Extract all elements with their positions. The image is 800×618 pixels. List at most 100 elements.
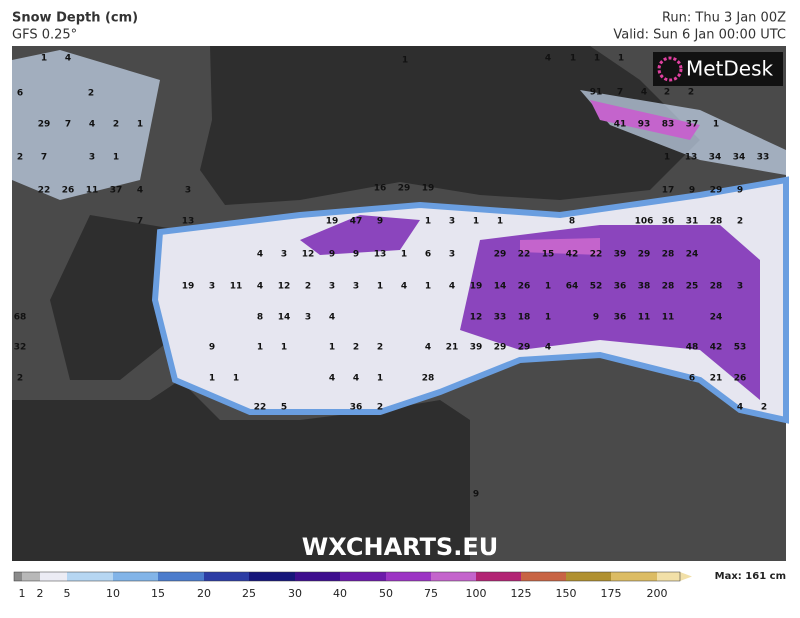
point-label: 4 xyxy=(641,88,647,98)
point-label: 68 xyxy=(14,313,27,323)
point-label: 24 xyxy=(686,250,699,260)
legend-tick-label: 40 xyxy=(333,587,347,600)
point-label: 11 xyxy=(638,313,651,323)
point-label: 1 xyxy=(402,56,408,66)
point-labels: 1 4 1 4 1 1 126 91 7 4 2 229 7 4 2 1 41 93 83 37 12 7 3 1 1 13 34 3… xyxy=(14,54,770,500)
point-label: 33 xyxy=(494,313,507,323)
point-label: 4 xyxy=(545,54,551,64)
point-label: 2 xyxy=(377,343,383,353)
point-label: 3 xyxy=(329,282,335,292)
point-label: 1 xyxy=(137,120,143,130)
point-label: 2 xyxy=(688,88,694,98)
legend-swatch xyxy=(431,572,476,581)
point-label: 6 xyxy=(425,250,431,260)
point-label: 2 xyxy=(664,88,670,98)
point-label: 29 xyxy=(518,343,531,353)
point-label: 8 xyxy=(257,313,263,323)
legend-tick-label: 200 xyxy=(647,587,668,600)
point-label: 11 xyxy=(86,186,99,196)
point-label: 3 xyxy=(737,282,743,292)
legend-tick-label: 5 xyxy=(64,587,71,600)
point-label: 83 xyxy=(662,120,675,130)
point-label: 25 xyxy=(686,282,699,292)
point-label: 1 xyxy=(377,282,383,292)
point-label: 9 xyxy=(353,250,359,260)
title: Snow Depth (cm) xyxy=(12,11,138,26)
point-label: 28 xyxy=(710,282,723,292)
point-label: 37 xyxy=(686,120,699,130)
point-label: 2 xyxy=(305,282,311,292)
legend-swatch xyxy=(476,572,521,581)
point-label: 11 xyxy=(662,313,675,323)
legend-swatch xyxy=(158,572,204,581)
point-label: 1 xyxy=(209,374,215,384)
legend-swatch xyxy=(566,572,611,581)
map: 1 4 1 4 1 1 126 91 7 4 2 229 7 4 2 1 41 93 83 37 12 7 3 1 1 13 34 3… xyxy=(12,46,789,561)
point-label: 29 xyxy=(494,250,507,260)
point-label: 2 xyxy=(737,217,743,227)
point-label: 1 xyxy=(41,54,47,64)
legend-tick-label: 175 xyxy=(601,587,622,600)
point-label: 9 xyxy=(209,343,215,353)
point-label: 13 xyxy=(182,217,195,227)
point-label: 6 xyxy=(17,89,23,99)
point-label: 2 xyxy=(377,403,383,413)
point-label: 29 xyxy=(710,186,723,196)
legend-tick-label: 25 xyxy=(242,587,256,600)
point-label: 2 xyxy=(17,374,23,384)
point-label: 36 xyxy=(614,282,627,292)
point-label: 4 xyxy=(545,343,551,353)
point-label: 29 xyxy=(398,184,411,194)
point-label: 29 xyxy=(38,120,51,130)
point-label: 4 xyxy=(449,282,455,292)
legend-swatch xyxy=(22,572,40,581)
point-label: 2 xyxy=(17,153,23,163)
point-label: 19 xyxy=(182,282,195,292)
point-label: 28 xyxy=(662,282,675,292)
point-label: 19 xyxy=(422,184,435,194)
point-label: 32 xyxy=(14,343,27,353)
point-label: 4 xyxy=(329,374,335,384)
point-label: 22 xyxy=(38,186,51,196)
legend-tick-label: 75 xyxy=(424,587,438,600)
point-label: 91 xyxy=(590,88,603,98)
point-label: 39 xyxy=(470,343,483,353)
point-label: 1 xyxy=(545,313,551,323)
legend-tick-label: 10 xyxy=(106,587,120,600)
point-label: 4 xyxy=(425,343,431,353)
legend-tick-label: 125 xyxy=(511,587,532,600)
point-label: 1 xyxy=(233,374,239,384)
point-label: 22 xyxy=(518,250,531,260)
point-label: 14 xyxy=(494,282,507,292)
point-label: 4 xyxy=(257,282,263,292)
point-label: 1 xyxy=(113,153,119,163)
point-label: 9 xyxy=(689,186,695,196)
point-label: 64 xyxy=(566,282,579,292)
legend-swatch xyxy=(657,572,680,581)
legend-tick-label: 1 xyxy=(19,587,26,600)
legend-tick-label: 15 xyxy=(151,587,165,600)
point-label: 9 xyxy=(737,186,743,196)
legend-max: Max: 161 cm xyxy=(715,571,786,582)
legend-tick-label: 2 xyxy=(37,587,44,600)
point-label: 3 xyxy=(209,282,215,292)
point-label: 21 xyxy=(710,374,723,384)
legend-tick-label: 150 xyxy=(556,587,577,600)
point-label: 9 xyxy=(377,217,383,227)
point-label: 21 xyxy=(446,343,459,353)
legend-swatch xyxy=(14,572,22,581)
legend-tick-label: 100 xyxy=(466,587,487,600)
point-label: 7 xyxy=(137,217,143,227)
point-label: 16 xyxy=(374,184,387,194)
point-label: 11 xyxy=(230,282,243,292)
point-label: 7 xyxy=(41,153,47,163)
point-label: 9 xyxy=(593,313,599,323)
point-label: 7 xyxy=(617,88,623,98)
point-label: 48 xyxy=(686,343,699,353)
point-label: 31 xyxy=(686,217,699,227)
point-label: 26 xyxy=(518,282,531,292)
point-label: 34 xyxy=(709,153,722,163)
point-label: 36 xyxy=(614,313,627,323)
point-label: 2 xyxy=(88,89,94,99)
